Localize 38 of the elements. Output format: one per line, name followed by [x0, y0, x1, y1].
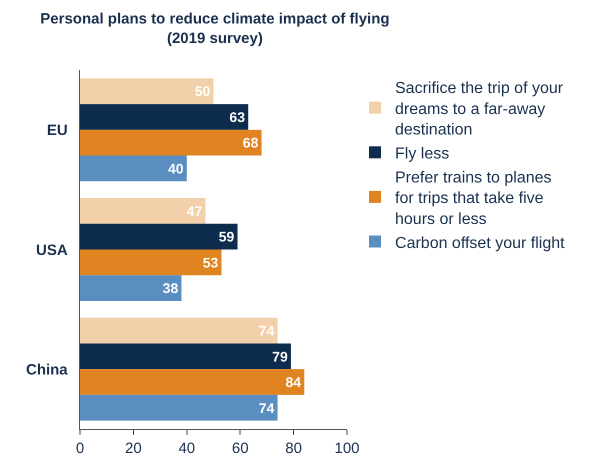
bar [80, 394, 278, 421]
legend-label: Sacrifice the trip of your dreams to a far-away destination [395, 80, 564, 139]
chart-title: Personal plans to reduce climate impact of flying (2019 survey) [40, 10, 390, 47]
data-label: 74 [258, 322, 275, 339]
data-label: 40 [168, 160, 184, 176]
data-label: 50 [194, 83, 210, 100]
data-label: 79 [272, 348, 288, 364]
bar [80, 275, 182, 301]
data-label: 59 [218, 228, 235, 245]
data-label: 47 [186, 202, 202, 219]
data-label: 38 [162, 280, 178, 296]
x-tick-label: 20 [125, 440, 142, 457]
bar [80, 198, 206, 224]
legend-label: Prefer trains to planes for trips that take five hours or less [395, 169, 552, 228]
bar [80, 156, 187, 182]
y-tick-label: EU [46, 122, 68, 140]
data-label: 74 [258, 400, 275, 416]
bar [80, 224, 238, 250]
x-tick-label: 100 [334, 440, 360, 457]
legend-label: Carbon offset your flight [395, 234, 566, 252]
bar [80, 78, 214, 104]
x-tick-label: 80 [285, 440, 302, 457]
data-label: 68 [242, 134, 259, 151]
bar [80, 318, 278, 344]
bar [80, 250, 222, 276]
data-label: 84 [285, 374, 302, 390]
bar [80, 104, 248, 130]
x-tick-label: 40 [178, 440, 196, 457]
y-tick-label: USA [36, 242, 68, 259]
x-tick-label: 0 [76, 440, 84, 457]
bar [80, 130, 262, 156]
x-tick-label: 60 [232, 440, 249, 457]
bar [80, 369, 304, 395]
data-label: 53 [202, 254, 219, 270]
bar [80, 343, 291, 370]
legend-label: Fly less [395, 146, 450, 163]
y-tick-label: China [26, 361, 68, 378]
data-label: 63 [229, 108, 246, 125]
